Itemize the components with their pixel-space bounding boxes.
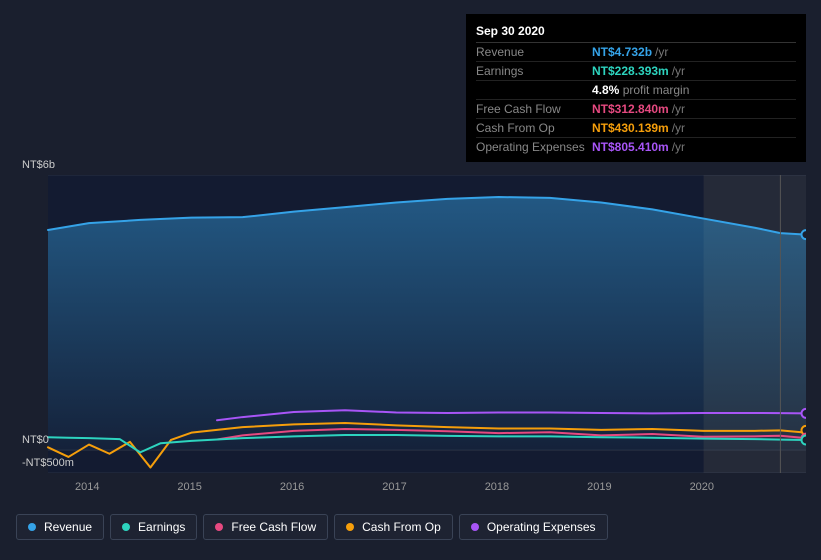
- legend-item-operating-expenses[interactable]: Operating Expenses: [459, 514, 608, 540]
- y-axis-label: -NT$500m: [22, 457, 74, 469]
- x-axis-label: 2016: [280, 481, 304, 493]
- chart-tooltip: Sep 30 2020 RevenueNT$4.732b/yrEarningsN…: [466, 14, 806, 162]
- tooltip-row: 4.8% profit margin: [476, 81, 796, 100]
- tooltip-profit-margin: 4.8% profit margin: [592, 83, 689, 97]
- legend-color-dot: [215, 523, 223, 531]
- tooltip-row: RevenueNT$4.732b/yr: [476, 43, 796, 62]
- tooltip-row-label: Revenue: [476, 45, 592, 59]
- legend-color-dot: [346, 523, 354, 531]
- chart-legend: Revenue Earnings Free Cash Flow Cash From O…: [16, 514, 608, 540]
- legend-item-label: Operating Expenses: [487, 520, 596, 534]
- tooltip-row-unit: /yr: [655, 45, 668, 59]
- tooltip-row-label: Earnings: [476, 64, 592, 78]
- tooltip-row-unit: /yr: [672, 121, 685, 135]
- legend-item-earnings[interactable]: Earnings: [110, 514, 197, 540]
- x-axis-label: 2015: [177, 481, 201, 493]
- tooltip-row: Free Cash FlowNT$312.840m/yr: [476, 100, 796, 119]
- legend-color-dot: [122, 523, 130, 531]
- legend-color-dot: [471, 523, 479, 531]
- tooltip-row-label: Operating Expenses: [476, 140, 592, 154]
- x-axis-label: 2017: [382, 481, 406, 493]
- x-axis-label: 2019: [587, 481, 611, 493]
- tooltip-row-value: NT$430.139m: [592, 121, 669, 135]
- financials-chart[interactable]: [16, 175, 806, 473]
- tooltip-row-label: Cash From Op: [476, 121, 592, 135]
- legend-item-label: Revenue: [44, 520, 92, 534]
- y-axis-label: NT$0: [22, 434, 49, 446]
- tooltip-row-unit: /yr: [672, 140, 685, 154]
- x-axis-label: 2014: [75, 481, 99, 493]
- tooltip-row: Cash From OpNT$430.139m/yr: [476, 119, 796, 138]
- tooltip-date: Sep 30 2020: [476, 20, 796, 43]
- tooltip-row: Operating ExpensesNT$805.410m/yr: [476, 138, 796, 156]
- legend-item-label: Earnings: [138, 520, 185, 534]
- tooltip-row-label: Free Cash Flow: [476, 102, 592, 116]
- legend-item-label: Free Cash Flow: [231, 520, 316, 534]
- tooltip-row-unit: /yr: [672, 64, 685, 78]
- tooltip-row-value: NT$312.840m: [592, 102, 669, 116]
- tooltip-row-label: [476, 83, 592, 97]
- y-axis-label: NT$6b: [22, 159, 55, 171]
- legend-item-label: Cash From Op: [362, 520, 441, 534]
- x-axis-label: 2018: [485, 481, 509, 493]
- tooltip-row-value: NT$805.410m: [592, 140, 669, 154]
- legend-color-dot: [28, 523, 36, 531]
- legend-item-cash-from-op[interactable]: Cash From Op: [334, 514, 453, 540]
- x-axis-label: 2020: [690, 481, 714, 493]
- tooltip-row-value: NT$228.393m: [592, 64, 669, 78]
- legend-item-revenue[interactable]: Revenue: [16, 514, 104, 540]
- legend-item-free-cash-flow[interactable]: Free Cash Flow: [203, 514, 328, 540]
- tooltip-row-value: NT$4.732b: [592, 45, 652, 59]
- tooltip-row-unit: /yr: [672, 102, 685, 116]
- tooltip-row: EarningsNT$228.393m/yr: [476, 62, 796, 81]
